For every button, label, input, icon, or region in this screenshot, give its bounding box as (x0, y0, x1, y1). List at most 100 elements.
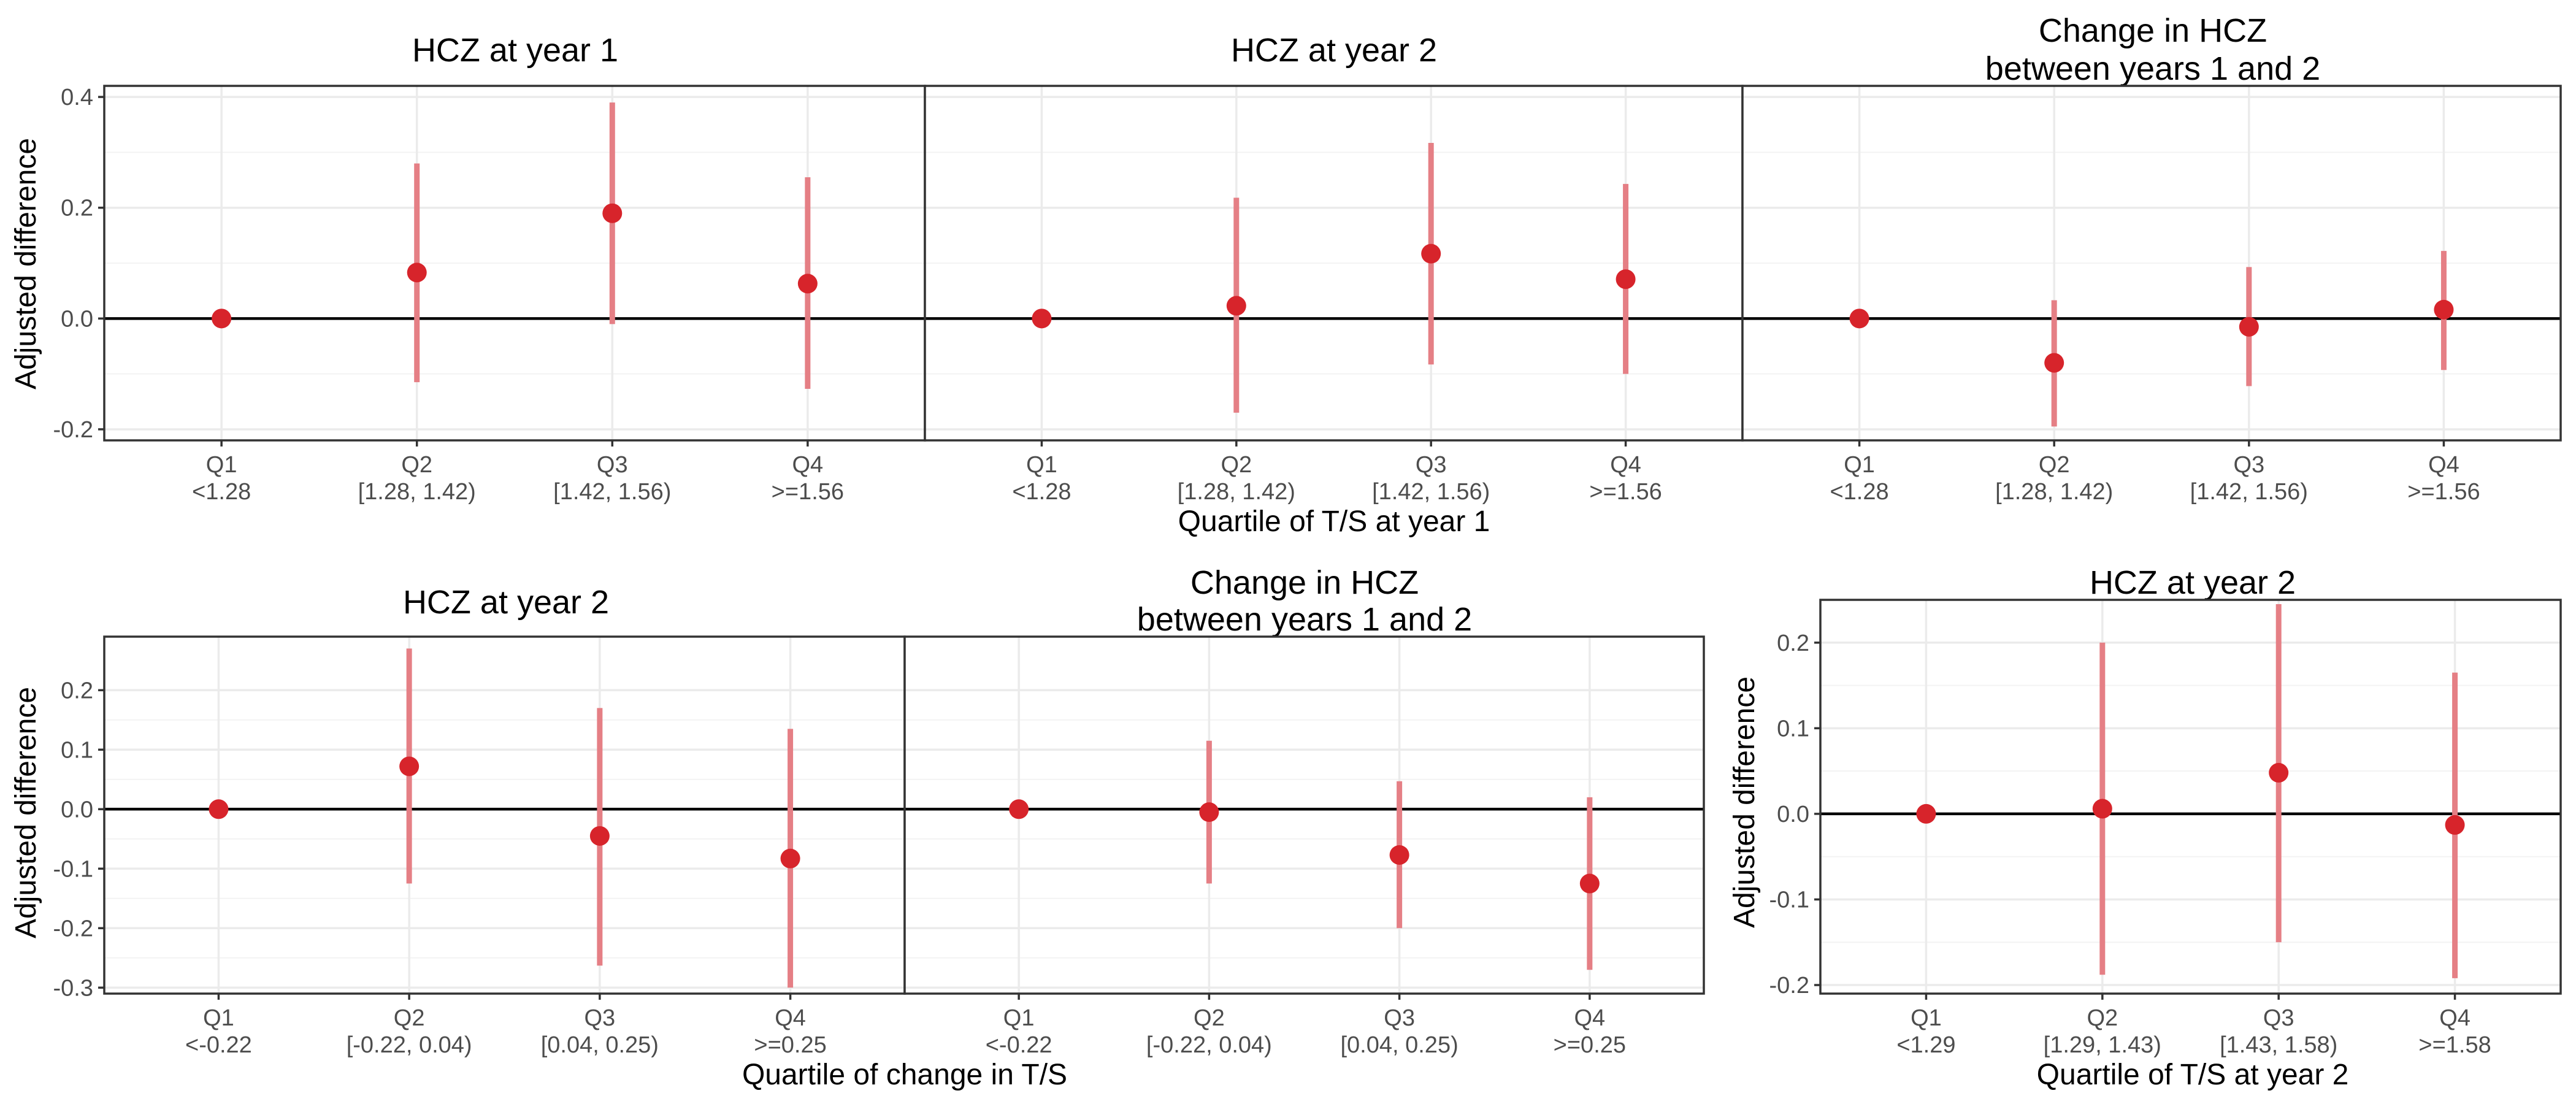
x-tick-range-label: [1.28, 1.42) (1178, 479, 1295, 505)
panel-title: HCZ at year 2 (2090, 564, 2296, 601)
y-tick-label: 0.1 (61, 737, 93, 763)
x-tick-label: Q2 (2087, 1005, 2118, 1031)
x-tick-label: Q1 (1026, 452, 1057, 478)
x-tick-range-label: <1.28 (192, 479, 251, 505)
y-tick-label: 0.2 (1777, 631, 1809, 656)
y-axis-title-bottom-right: Adjusted difference (1728, 677, 1761, 928)
x-tick-label: Q4 (1574, 1005, 1606, 1031)
x-tick-label: Q2 (1221, 452, 1252, 478)
estimate-point-q4 (2445, 815, 2465, 835)
x-tick-label: Q1 (1911, 1005, 1942, 1031)
estimate-point-q2 (2092, 799, 2112, 819)
panel-frame (1819, 599, 2562, 995)
estimate-point-q1 (1849, 309, 1869, 329)
estimate-point-q1 (1916, 803, 1936, 824)
y-tick-label: 0.0 (1777, 802, 1809, 827)
panel-top-right: Change in HCZ between years 1 and 2 Q1<1… (1741, 12, 2562, 505)
x-tick-label: Q2 (2039, 452, 2070, 478)
panel-top-left: HCZ at year 1 -0.2 0.0 0.2 0.4 Q1<1.28 Q2[1.2… (53, 32, 926, 505)
estimate-point-q2 (407, 263, 427, 283)
y-tick-label: -0.3 (53, 975, 93, 1001)
estimate-point-q1 (212, 309, 232, 329)
estimate-point-q2 (399, 756, 420, 776)
x-tick-range-label: <1.28 (1830, 479, 1888, 505)
y-tick-label: -0.2 (53, 916, 93, 941)
panel-bottom-right: HCZ at year 2 -0.2 -0.1 0.0 0.1 0.2 Q1<1.29 Q2… (1769, 564, 2562, 1058)
panel-title: Change in HCZ (2039, 12, 2267, 49)
y-tick-label: -0.2 (53, 417, 93, 443)
estimate-point-q2 (2044, 353, 2064, 373)
estimate-point-q1 (1032, 309, 1052, 329)
x-axis-title-bottom-right: Quartile of T/S at year 2 (2037, 1059, 2349, 1091)
estimate-point-q4 (1579, 873, 1600, 894)
x-tick-label: Q3 (1384, 1005, 1415, 1031)
estimate-point-q3 (1389, 845, 1409, 865)
x-tick-range-label: >=1.56 (772, 479, 844, 505)
estimate-point-q1 (1009, 799, 1029, 819)
panel-bottom-left: HCZ at year 2 -0.3 -0.2 -0.1 0.0 0.1 0.2 Q1<-0… (53, 584, 906, 1058)
x-tick-label: Q1 (1003, 1005, 1035, 1031)
x-axis-title-bottom-left: Quartile of change in T/S (742, 1059, 1067, 1091)
x-tick-label: Q3 (2233, 452, 2264, 478)
x-tick-range-label: [1.28, 1.42) (358, 479, 476, 505)
panel-title: Change in HCZ (1190, 564, 1419, 601)
estimate-point-q3 (602, 203, 623, 223)
x-tick-range-label: [1.42, 1.56) (1372, 479, 1490, 505)
estimate-point-q3 (2269, 762, 2289, 783)
x-tick-label: Q3 (2263, 1005, 2294, 1031)
x-tick-range-label: [0.04, 0.25) (1340, 1032, 1458, 1058)
estimate-point-q4 (780, 848, 800, 868)
panel-frame (903, 635, 1705, 995)
y-tick-label: 0.2 (61, 678, 93, 703)
panel-subtitle: between years 1 and 2 (1985, 50, 2320, 87)
x-tick-range-label: <-0.22 (185, 1032, 252, 1058)
x-tick-range-label: [1.43, 1.58) (2220, 1032, 2337, 1058)
x-tick-label: Q1 (206, 452, 237, 478)
estimate-point-q2 (1199, 802, 1219, 822)
x-tick-range-label: [-0.22, 0.04) (347, 1032, 472, 1058)
x-tick-range-label: [1.29, 1.43) (2044, 1032, 2161, 1058)
y-tick-label: -0.1 (53, 856, 93, 882)
y-tick-label: 0.0 (61, 797, 93, 822)
y-tick-label: 0.2 (61, 196, 93, 221)
x-tick-range-label: >=1.56 (1589, 479, 1662, 505)
panel-subtitle: between years 1 and 2 (1137, 601, 1472, 638)
x-tick-label: Q2 (401, 452, 432, 478)
y-tick-label: -0.1 (1769, 887, 1809, 913)
x-tick-label: Q1 (203, 1005, 234, 1031)
estimate-point-q4 (797, 274, 818, 294)
panel-bottom-middle: Change in HCZ between years 1 and 2 Q1<-… (903, 564, 1705, 1058)
y-tick-label: 0.4 (61, 85, 93, 110)
x-tick-range-label: [0.04, 0.25) (541, 1032, 659, 1058)
x-tick-range-label: <1.29 (1896, 1032, 1955, 1058)
panel-title: HCZ at year 2 (1231, 32, 1437, 69)
panel-title: HCZ at year 2 (403, 584, 609, 621)
estimate-point-q3 (589, 826, 610, 846)
x-tick-label: Q2 (1194, 1005, 1225, 1031)
x-tick-label: Q4 (1610, 452, 1641, 478)
estimate-point-q1 (209, 799, 229, 819)
x-tick-range-label: >=0.25 (1554, 1032, 1626, 1058)
panel-frame (1741, 85, 2562, 442)
x-tick-range-label: [1.28, 1.42) (1995, 479, 2113, 505)
y-tick-label: 0.0 (61, 306, 93, 332)
x-tick-label: Q3 (1416, 452, 1447, 478)
x-tick-range-label: >=1.58 (2418, 1032, 2491, 1058)
estimate-point-q3 (1421, 243, 1441, 264)
x-tick-label: Q3 (585, 1005, 616, 1031)
x-tick-range-label: <1.28 (1012, 479, 1071, 505)
y-tick-label: 0.1 (1777, 716, 1809, 742)
x-tick-label: Q2 (394, 1005, 425, 1031)
plot-background (104, 637, 905, 994)
x-tick-label: Q4 (2428, 452, 2459, 478)
x-tick-label: Q4 (2439, 1005, 2471, 1031)
x-tick-range-label: >=1.56 (2407, 479, 2480, 505)
estimate-point-q4 (1616, 269, 1636, 289)
x-tick-label: Q1 (1844, 452, 1875, 478)
estimate-point-q3 (2239, 316, 2259, 337)
x-tick-label: Q3 (597, 452, 628, 478)
plot-background (905, 637, 1704, 994)
x-tick-label: Q4 (775, 1005, 806, 1031)
x-tick-range-label: [1.42, 1.56) (2190, 479, 2308, 505)
